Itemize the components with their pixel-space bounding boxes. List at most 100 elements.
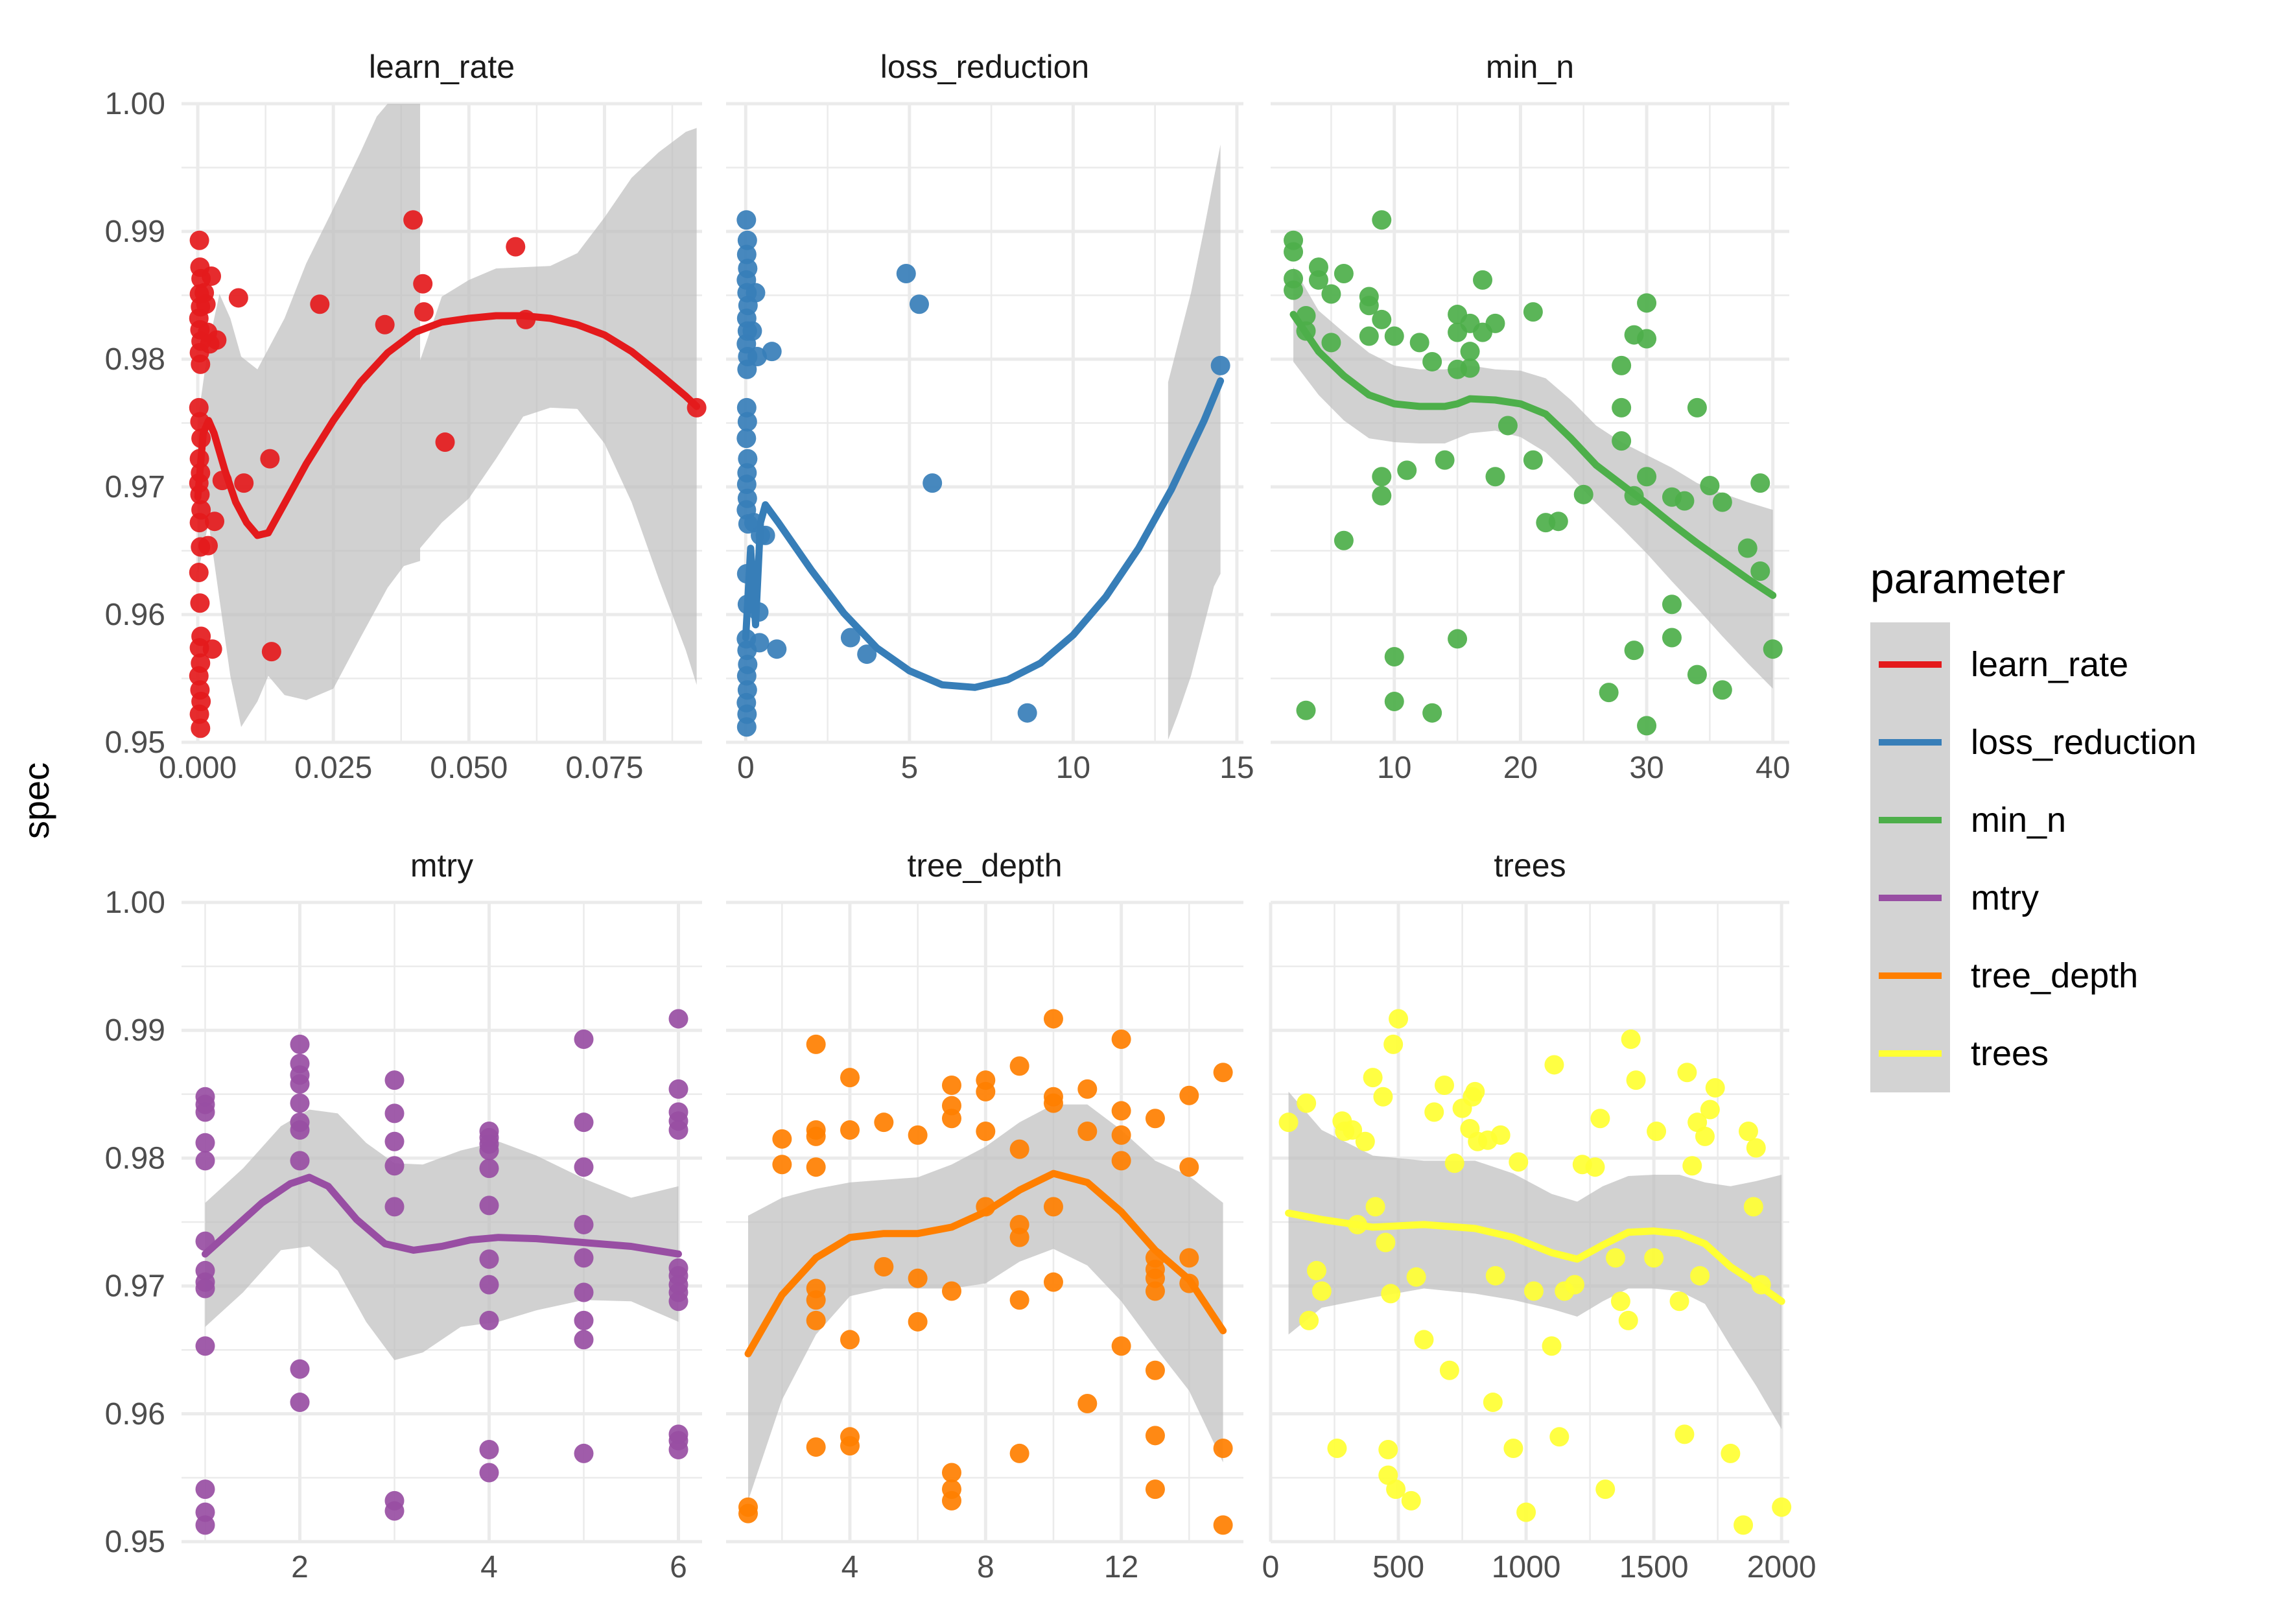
data-point (806, 1310, 826, 1330)
data-point (1389, 1009, 1409, 1029)
data-point (202, 639, 222, 659)
data-point (290, 1359, 310, 1379)
data-point (1378, 1440, 1398, 1460)
data-point (1637, 716, 1657, 736)
data-point (1077, 1394, 1098, 1414)
data-point (1460, 342, 1480, 362)
data-point (1383, 1034, 1404, 1054)
data-point (1750, 473, 1770, 493)
data-point (1009, 1227, 1029, 1247)
data-point (384, 1103, 405, 1124)
y-tick-label: 0.96 (105, 1397, 165, 1431)
y-tick-label: 0.97 (105, 470, 165, 504)
data-point (1772, 1497, 1792, 1517)
x-tick-label: 0.025 (294, 751, 372, 785)
legend: parameter learn_rate loss_reduction min_nm… (1870, 554, 2196, 1092)
data-point (290, 1120, 310, 1140)
data-point (189, 397, 209, 418)
facet-title: loss_reduction (880, 49, 1089, 85)
x-tick-label: 10 (1377, 751, 1411, 785)
data-point (737, 230, 757, 250)
data-point (1612, 355, 1632, 375)
data-point (479, 1463, 499, 1483)
data-point (384, 1197, 405, 1217)
data-point (202, 266, 222, 286)
data-point (196, 294, 216, 314)
data-point (1705, 1077, 1725, 1098)
data-point (840, 1120, 860, 1140)
data-point (1359, 296, 1379, 316)
data-point (772, 1155, 792, 1175)
data-point (1746, 1138, 1766, 1158)
data-point (261, 642, 281, 662)
data-point (1376, 1232, 1396, 1253)
legend-label-tree_depth: tree_depth (1971, 956, 2138, 995)
data-point (908, 1125, 928, 1145)
data-point (1448, 629, 1468, 649)
data-point (506, 237, 526, 257)
data-point (909, 294, 929, 314)
data-point (1401, 1490, 1421, 1511)
x-tick-label: 30 (1629, 751, 1664, 785)
data-point (384, 1156, 405, 1176)
data-point (1435, 450, 1455, 470)
facet-title: trees (1494, 847, 1566, 884)
data-point (1485, 313, 1505, 333)
data-point (1516, 1502, 1536, 1522)
data-point (772, 1129, 792, 1149)
data-point (1595, 1479, 1616, 1500)
data-point (1043, 1197, 1063, 1217)
data-point (1734, 1515, 1754, 1535)
data-point (1386, 1479, 1406, 1500)
smooth-line (194, 312, 701, 539)
legend-label-loss_reduction: loss_reduction (1971, 723, 2196, 762)
data-point (1363, 1068, 1383, 1088)
x-tick-label: 40 (1756, 751, 1790, 785)
data-point (737, 412, 757, 432)
data-point (1179, 1248, 1199, 1268)
data-point (1384, 326, 1404, 346)
data-point (1009, 1290, 1029, 1310)
data-point (840, 1068, 860, 1088)
facet-title: min_n (1486, 49, 1574, 85)
data-point (1077, 1121, 1098, 1141)
data-point (742, 321, 762, 341)
data-point (479, 1159, 499, 1179)
data-point (1695, 1126, 1715, 1146)
data-point (857, 644, 877, 665)
x-tick-label: 12 (1104, 1550, 1138, 1584)
confidence-band (198, 104, 697, 727)
confidence-band (1288, 1091, 1782, 1430)
legend-label-min_n: min_n (1971, 801, 2066, 840)
data-point (1111, 1030, 1131, 1050)
legend-key-background (1870, 622, 1950, 1092)
data-point (414, 302, 434, 322)
data-point (479, 1140, 499, 1160)
panel-min_n: 10 20 30 40 min_n (1271, 49, 1790, 785)
data-point (1682, 1156, 1702, 1176)
data-point (1542, 1336, 1562, 1356)
data-point (1308, 270, 1328, 290)
data-point (1372, 467, 1392, 487)
data-point (736, 210, 757, 230)
data-point (574, 1310, 594, 1330)
data-point (574, 1030, 594, 1050)
x-tick-label: 10 (1056, 751, 1090, 785)
data-point (190, 593, 210, 613)
data-point (1687, 397, 1707, 418)
data-point (290, 1074, 310, 1094)
data-point (1111, 1101, 1131, 1121)
y-tick-label: 0.98 (105, 1141, 165, 1175)
x-tick-label: 2000 (1747, 1550, 1816, 1584)
data-point (195, 1278, 215, 1299)
data-point (767, 639, 787, 659)
data-point (195, 1515, 215, 1535)
data-point (234, 473, 254, 493)
data-point (1503, 1439, 1523, 1459)
facet-title: learn_rate (369, 49, 515, 85)
data-point (1145, 1479, 1165, 1500)
data-point (479, 1249, 499, 1269)
data-point (479, 1310, 499, 1330)
data-point (923, 473, 943, 493)
data-point (1111, 1125, 1131, 1145)
